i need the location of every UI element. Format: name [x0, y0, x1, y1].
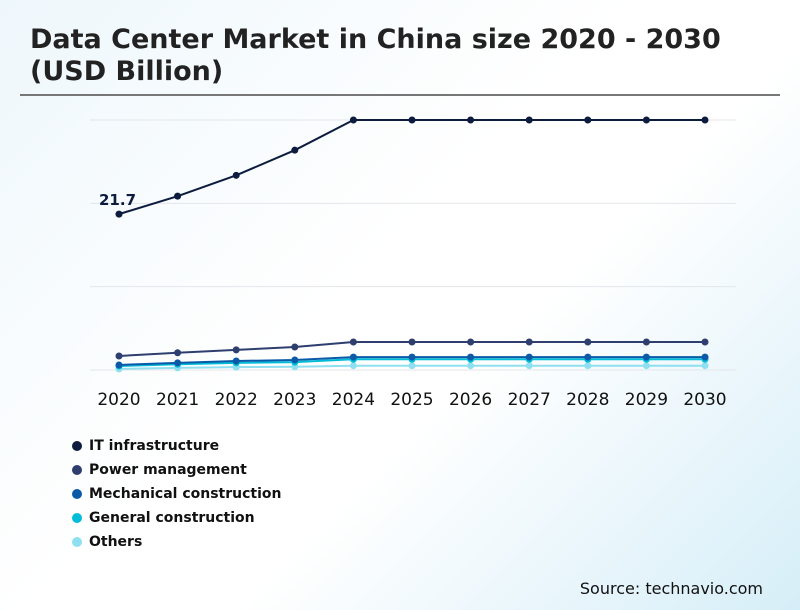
legend-marker-icon [72, 489, 82, 499]
data-point [408, 353, 416, 361]
data-point [408, 116, 416, 124]
x-tick-label: 2028 [566, 390, 609, 410]
x-tick-label: 2027 [508, 390, 551, 410]
data-point [349, 116, 357, 124]
series-line [118, 119, 705, 216]
data-point [115, 210, 123, 218]
data-point [525, 338, 533, 346]
data-point [584, 362, 592, 370]
legend-label: Others [89, 534, 143, 550]
data-point [584, 353, 592, 361]
legend-item: Mechanical construction [72, 482, 281, 506]
legend-label: IT infrastructure [89, 438, 220, 454]
legend-label: Power management [89, 462, 247, 478]
data-point [701, 362, 709, 370]
x-tick-label: 2024 [332, 390, 375, 410]
legend-marker-icon [72, 441, 82, 451]
data-point [584, 338, 592, 346]
data-point [232, 357, 240, 365]
data-point [642, 338, 650, 346]
legend-label: General construction [89, 510, 255, 526]
data-point [467, 116, 475, 124]
data-point [232, 346, 240, 354]
data-point [525, 362, 533, 370]
data-point [701, 116, 709, 124]
data-point [291, 343, 299, 351]
x-tick-label: 2023 [273, 390, 316, 410]
data-point [174, 192, 182, 200]
data-point [291, 356, 299, 364]
data-point [115, 352, 123, 360]
legend-marker-icon [72, 465, 82, 475]
x-tick-label: 2030 [683, 390, 726, 410]
data-point [642, 116, 650, 124]
data-point [408, 338, 416, 346]
data-point [525, 353, 533, 361]
data-label: 21.7 [99, 191, 136, 209]
x-tick-label: 2022 [215, 390, 258, 410]
data-point [467, 362, 475, 370]
data-point [174, 349, 182, 357]
x-tick-label: 2021 [156, 390, 199, 410]
legend-item: Power management [72, 458, 281, 482]
x-tick-label: 2029 [625, 390, 668, 410]
data-point [349, 362, 357, 370]
legend-label: Mechanical construction [89, 486, 282, 502]
data-point [467, 338, 475, 346]
legend-item: IT infrastructure [72, 434, 281, 458]
data-point [174, 359, 182, 367]
legend-item: Others [72, 530, 281, 554]
data-point [232, 171, 240, 179]
data-point [115, 361, 123, 369]
data-point [701, 338, 709, 346]
line-chart: 2020 2021 2022 2023 2024 2025 2026 2027 2028 2029… [90, 116, 736, 410]
x-tick-label: 2020 [97, 390, 140, 410]
data-point [291, 146, 299, 154]
data-point [642, 353, 650, 361]
x-tick-label: 2026 [449, 390, 492, 410]
legend-marker-icon [72, 537, 82, 547]
data-point [467, 353, 475, 361]
title-divider [20, 94, 780, 96]
data-point [408, 362, 416, 370]
data-point [642, 362, 650, 370]
data-point [349, 353, 357, 361]
x-tick-label: 2025 [390, 390, 433, 410]
chart-title: Data Center Market in China size 2020 - … [30, 24, 721, 87]
legend: IT infrastructure Power management Mechani… [72, 434, 281, 554]
source-text: Source: technavio.com [579, 579, 763, 598]
data-point [584, 116, 592, 124]
data-point [349, 338, 357, 346]
legend-marker-icon [72, 513, 82, 523]
data-point [525, 116, 533, 124]
data-point [701, 353, 709, 361]
legend-item: General construction [72, 506, 281, 530]
